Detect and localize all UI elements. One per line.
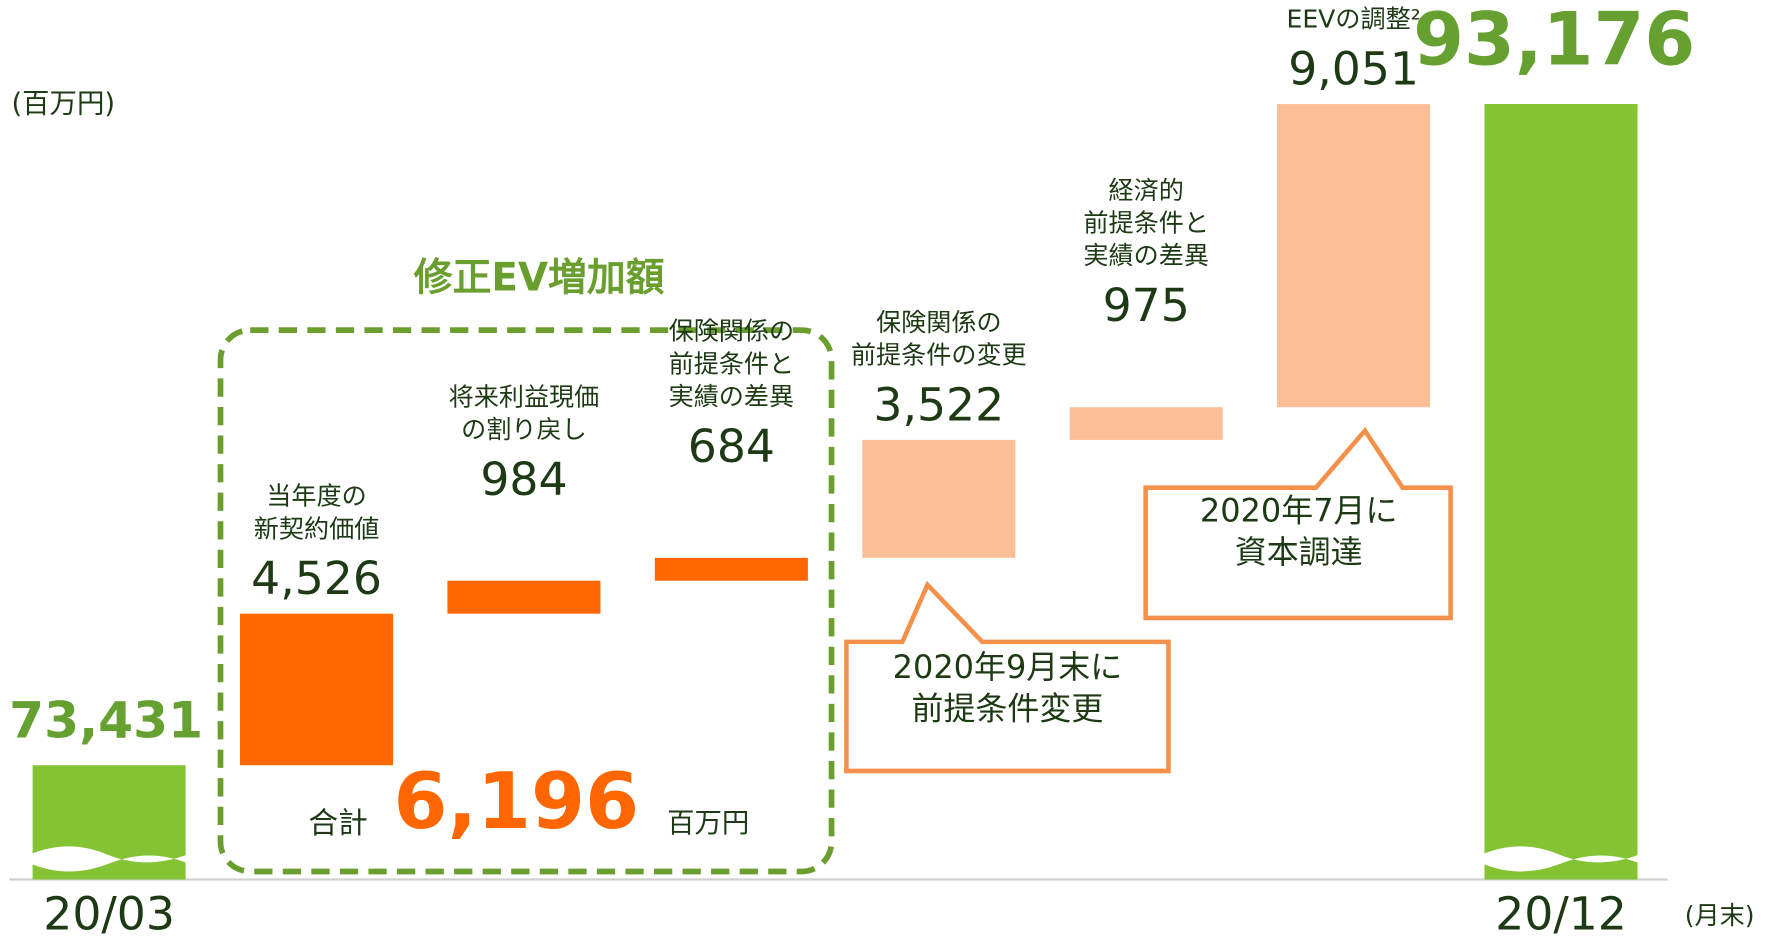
bar [654, 557, 808, 581]
category-label: 経済的前提条件と実績の差異 [1083, 176, 1209, 270]
value-label: 3,522 [873, 378, 1004, 431]
category-label: 当年度の新契約価値 [254, 482, 380, 544]
callout-box [1143, 426, 1453, 621]
value-label: 4,526 [251, 552, 382, 605]
axis-break [1482, 846, 1640, 872]
value-label: 975 [1103, 279, 1190, 332]
bar [1069, 407, 1223, 440]
group-title: 修正EV増加額 [414, 255, 665, 300]
value-label: 93,176 [1413, 0, 1695, 83]
bar [1277, 104, 1431, 408]
callout-box [844, 580, 1171, 774]
bar [447, 580, 601, 614]
bar [1484, 104, 1638, 880]
x-tick-label: 20/12 [1495, 888, 1627, 940]
unit-label: (百万円) [11, 89, 115, 120]
category-label: 保険関係の前提条件と実績の差異 [669, 317, 795, 411]
value-label: 9,051 [1288, 43, 1419, 96]
group-box [217, 327, 835, 875]
bar [240, 613, 394, 766]
category-label: 保険関係の前提条件の変更 [851, 308, 1027, 370]
callout-text: 2020年9月末に前提条件変更 [893, 648, 1123, 728]
value-label: 984 [480, 453, 567, 506]
total-suffix: 百万円 [667, 808, 749, 839]
category-label: 将来利益現価の割り戻し [449, 382, 600, 444]
axis-break [30, 846, 188, 872]
value-label: 684 [688, 420, 775, 473]
value-label: 73,431 [9, 691, 203, 750]
bar [862, 439, 1016, 558]
x-unit-label: (月末) [1685, 901, 1755, 930]
total-value: 6,196 [393, 757, 639, 847]
x-tick-label: 20/03 [43, 888, 175, 940]
callout-text: 2020年7月に資本調達 [1200, 492, 1398, 572]
total-prefix: 合計 [308, 806, 367, 841]
category-label: 2020年12月末EEVの調整² [1268, 0, 1439, 34]
